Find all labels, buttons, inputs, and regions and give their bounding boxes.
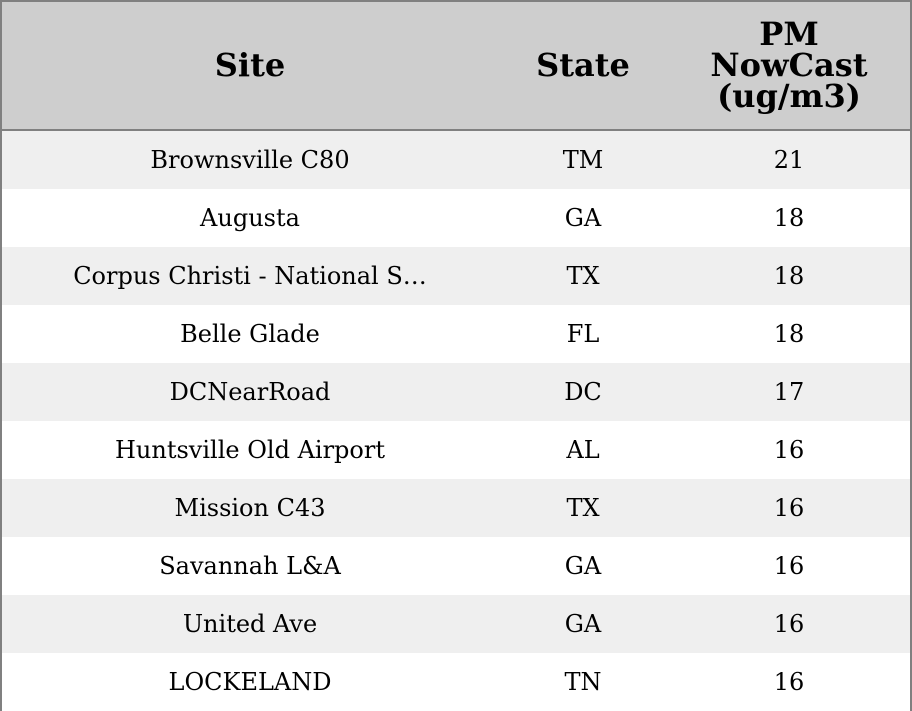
table-row[interactable]: Brownsville C80 TM 21	[2, 131, 910, 189]
cell-pm-nowcast: 16	[773, 668, 805, 696]
cell-pm-nowcast: 16	[773, 436, 805, 464]
cell-pm-nowcast: 16	[773, 552, 805, 580]
table-header: Site State PM NowCast (ug/m3)	[2, 2, 910, 131]
cell-state: GA	[564, 610, 602, 638]
cell-site: Belle Glade	[180, 320, 320, 348]
cell-state: GA	[564, 204, 602, 232]
cell-state: AL	[566, 436, 600, 464]
cell-pm-nowcast: 18	[773, 204, 805, 232]
table-row[interactable]: Mission C43 TX 16	[2, 479, 910, 537]
column-header-pm-nowcast[interactable]: PM NowCast (ug/m3)	[710, 15, 868, 115]
table-row[interactable]: Savannah L&A GA 16	[2, 537, 910, 595]
cell-site: Savannah L&A	[159, 552, 341, 580]
table-row[interactable]: DCNearRoad DC 17	[2, 363, 910, 421]
table-body: Brownsville C80 TM 21 Augusta GA 18 Corpus Chr…	[2, 131, 910, 711]
column-header-site[interactable]: Site	[214, 46, 286, 84]
cell-site: United Ave	[182, 610, 318, 638]
table-row[interactable]: LOCKELAND TN 16	[2, 653, 910, 711]
cell-pm-nowcast: 18	[773, 320, 805, 348]
cell-state: FL	[566, 320, 600, 348]
cell-pm-nowcast: 16	[773, 610, 805, 638]
table-row[interactable]: United Ave GA 16	[2, 595, 910, 653]
table-row[interactable]: Corpus Christi - National S… TX 18	[2, 247, 910, 305]
cell-state: GA	[564, 552, 602, 580]
cell-site: DCNearRoad	[169, 378, 331, 406]
table-row[interactable]: Augusta GA 18	[2, 189, 910, 247]
cell-state: TX	[566, 494, 600, 522]
cell-site: Mission C43	[174, 494, 326, 522]
cell-state: TX	[566, 262, 600, 290]
cell-site: Augusta	[200, 204, 300, 232]
cell-state: DC	[564, 378, 602, 406]
table-row[interactable]: Huntsville Old Airport AL 16	[2, 421, 910, 479]
cell-site: Brownsville C80	[150, 146, 350, 174]
cell-state: TM	[562, 146, 604, 174]
cell-site: LOCKELAND	[168, 668, 332, 696]
cell-state: TN	[564, 668, 602, 696]
cell-site: Corpus Christi - National S…	[73, 262, 427, 290]
cell-site: Huntsville Old Airport	[115, 436, 385, 464]
table-row[interactable]: Belle Glade FL 18	[2, 305, 910, 363]
cell-pm-nowcast: 21	[773, 146, 805, 174]
column-header-state[interactable]: State	[536, 46, 630, 84]
cell-pm-nowcast: 16	[773, 494, 805, 522]
cell-pm-nowcast: 18	[773, 262, 805, 290]
cell-pm-nowcast: 17	[773, 378, 805, 406]
